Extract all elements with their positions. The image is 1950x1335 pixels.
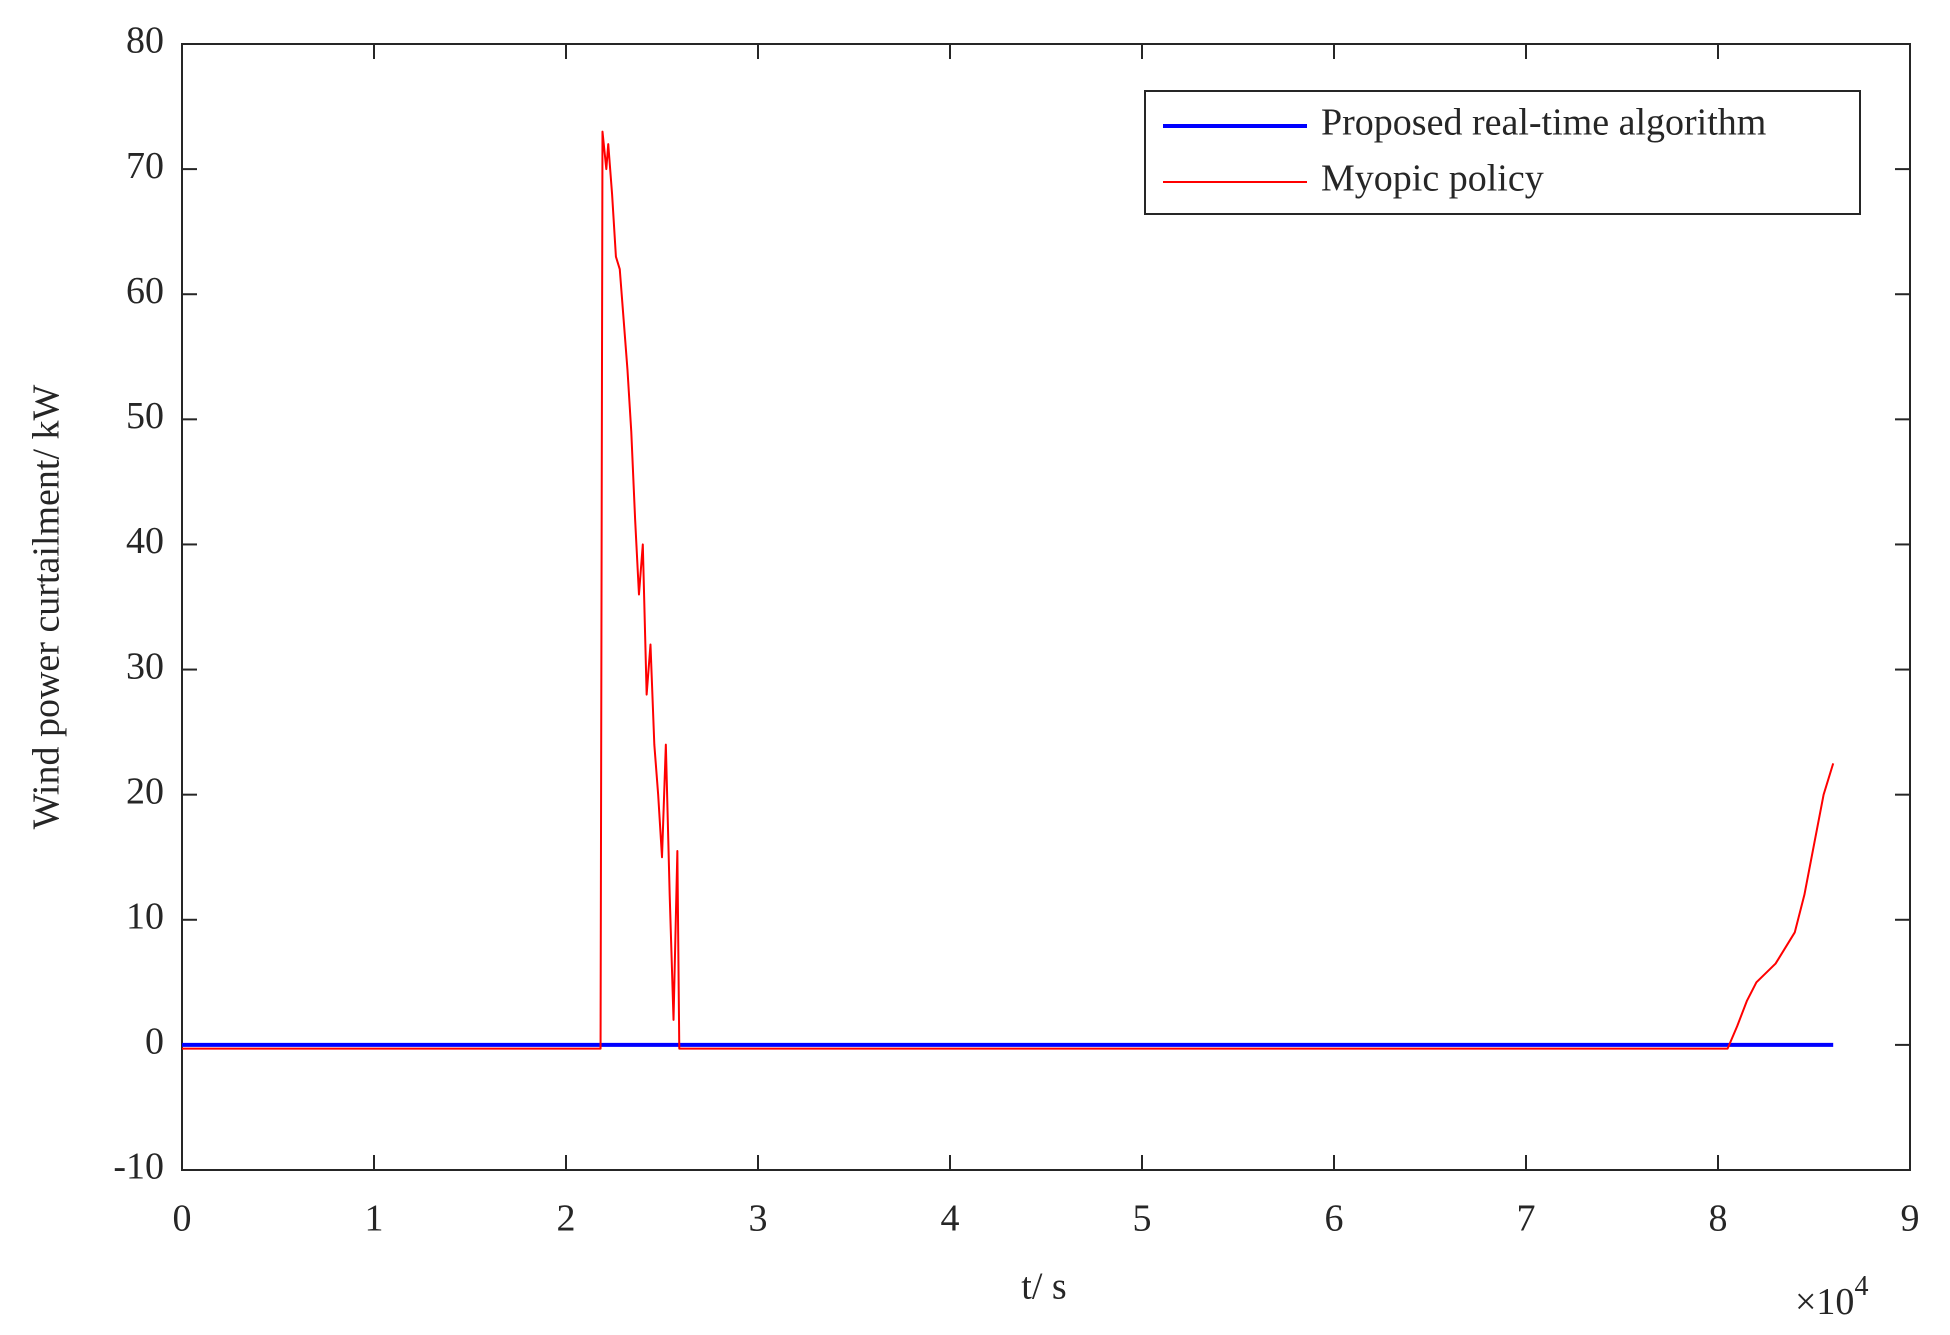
legend-label: Proposed real-time algorithm [1321, 102, 1766, 144]
x-tick-label: 6 [1325, 1198, 1344, 1240]
y-tick-label: -10 [113, 1146, 164, 1188]
y-tick-label: 80 [126, 20, 164, 62]
y-tick-label: 50 [126, 395, 164, 437]
x-tick-label: 0 [173, 1198, 192, 1240]
x-tick-label: 8 [1709, 1198, 1728, 1240]
y-tick-label: 40 [126, 520, 164, 562]
plot-frame [181, 43, 1911, 1171]
x-tick-label: 1 [365, 1198, 384, 1240]
legend-label: Myopic policy [1321, 158, 1544, 200]
x-tick-label: 9 [1901, 1198, 1920, 1240]
y-tick-label: 20 [126, 770, 164, 812]
series-line [182, 130, 1835, 1050]
x-tick-label: 2 [557, 1198, 576, 1240]
x-tick-label: 3 [749, 1198, 768, 1240]
x-axis-label: t/ s [1021, 1266, 1066, 1308]
y-tick-label: 70 [126, 145, 164, 187]
x-multiplier-base: ×10 [1795, 1281, 1854, 1323]
x-tick-label: 4 [941, 1198, 960, 1240]
legend-box [1144, 90, 1861, 215]
y-tick-label: 10 [126, 895, 164, 937]
y-tick-label: 30 [126, 645, 164, 687]
y-tick-label: 0 [145, 1021, 164, 1063]
x-multiplier: ×104 [1795, 1271, 1868, 1322]
y-axis-label: Wind power curtailment/ kW [26, 384, 68, 829]
y-tick-label: 60 [126, 270, 164, 312]
x-tick-label: 5 [1133, 1198, 1152, 1240]
x-tick-label: 7 [1517, 1198, 1536, 1240]
x-multiplier-exponent: 4 [1854, 1271, 1868, 1302]
